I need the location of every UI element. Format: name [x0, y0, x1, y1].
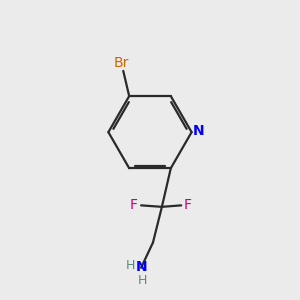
Text: Br: Br — [114, 56, 130, 70]
Text: N: N — [193, 124, 205, 138]
Text: F: F — [130, 198, 138, 212]
Text: H: H — [137, 274, 147, 287]
Text: F: F — [183, 198, 191, 212]
Text: N: N — [136, 260, 148, 274]
Text: H: H — [125, 259, 135, 272]
